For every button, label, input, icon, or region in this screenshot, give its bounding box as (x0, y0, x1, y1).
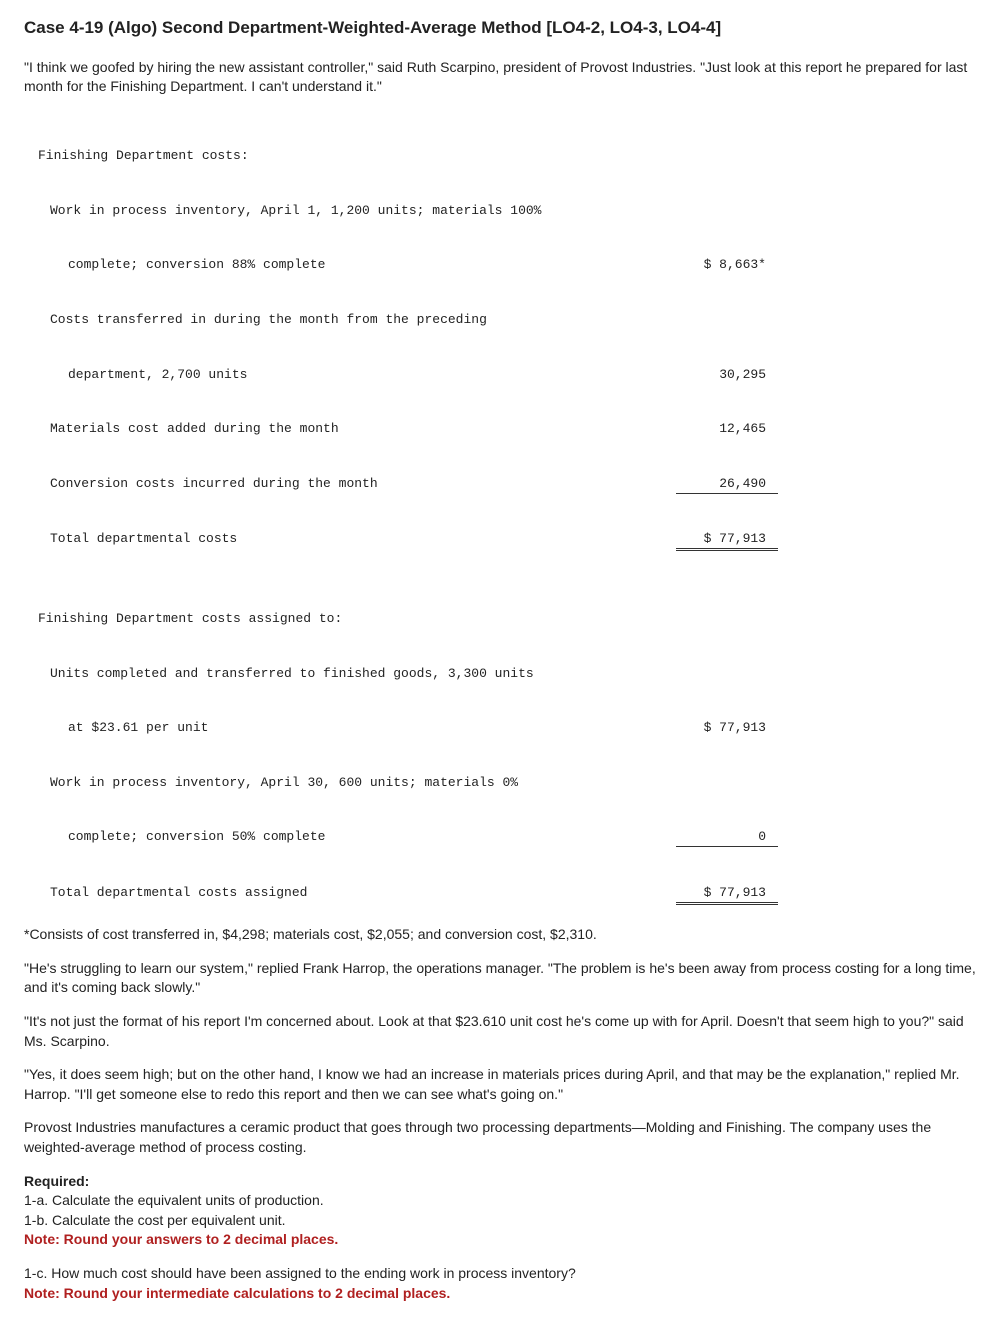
materials-value: 12,465 (676, 420, 778, 438)
total-assigned-label: Total departmental costs assigned (38, 884, 676, 905)
required-heading: Required: (24, 1172, 980, 1192)
costs-heading: Finishing Department costs: (38, 147, 778, 165)
paragraph-2: "He's struggling to learn our system," r… (24, 959, 980, 998)
intro-paragraph: "I think we goofed by hiring the new ass… (24, 58, 980, 97)
requirement-1b: 1-b. Calculate the cost per equivalent u… (24, 1211, 980, 1231)
wip-begin-line2: complete; conversion 88% complete (38, 256, 676, 274)
assigned-heading: Finishing Department costs assigned to: (38, 610, 778, 628)
units-out-line1: Units completed and transferred to finis… (38, 665, 778, 683)
units-out-line2: at $23.61 per unit (38, 719, 676, 737)
total-dept-value: $ 77,913 (676, 530, 778, 551)
materials-label: Materials cost added during the month (38, 420, 676, 438)
wip-begin-line1: Work in process inventory, April 1, 1,20… (38, 202, 778, 220)
paragraph-5: Provost Industries manufactures a cerami… (24, 1118, 980, 1157)
paragraph-4: "Yes, it does seem high; but on the othe… (24, 1065, 980, 1104)
wip-end-line1: Work in process inventory, April 30, 600… (38, 774, 778, 792)
wip-end-line2: complete; conversion 50% complete (38, 828, 676, 847)
conversion-value: 26,490 (676, 475, 778, 494)
paragraph-3: "It's not just the format of his report … (24, 1012, 980, 1051)
trans-in-line2: department, 2,700 units (38, 366, 676, 384)
requirement-1c: 1-c. How much cost should have been assi… (24, 1264, 980, 1284)
units-out-value: $ 77,913 (676, 719, 778, 737)
total-assigned-value: $ 77,913 (676, 884, 778, 905)
note-1: Note: Round your answers to 2 decimal pl… (24, 1230, 980, 1250)
trans-in-value: 30,295 (676, 366, 778, 384)
wip-end-value: 0 (676, 828, 778, 847)
costs-report: Finishing Department costs: Work in proc… (38, 111, 778, 923)
note-2: Note: Round your intermediate calculatio… (24, 1284, 980, 1304)
requirement-1a: 1-a. Calculate the equivalent units of p… (24, 1191, 980, 1211)
case-title: Case 4-19 (Algo) Second Department-Weigh… (24, 16, 980, 40)
trans-in-line1: Costs transferred in during the month fr… (38, 311, 778, 329)
footnote: *Consists of cost transferred in, $4,298… (24, 925, 980, 945)
conversion-label: Conversion costs incurred during the mon… (38, 475, 676, 494)
total-dept-label: Total departmental costs (38, 530, 676, 551)
wip-begin-value: $ 8,663* (676, 256, 778, 274)
